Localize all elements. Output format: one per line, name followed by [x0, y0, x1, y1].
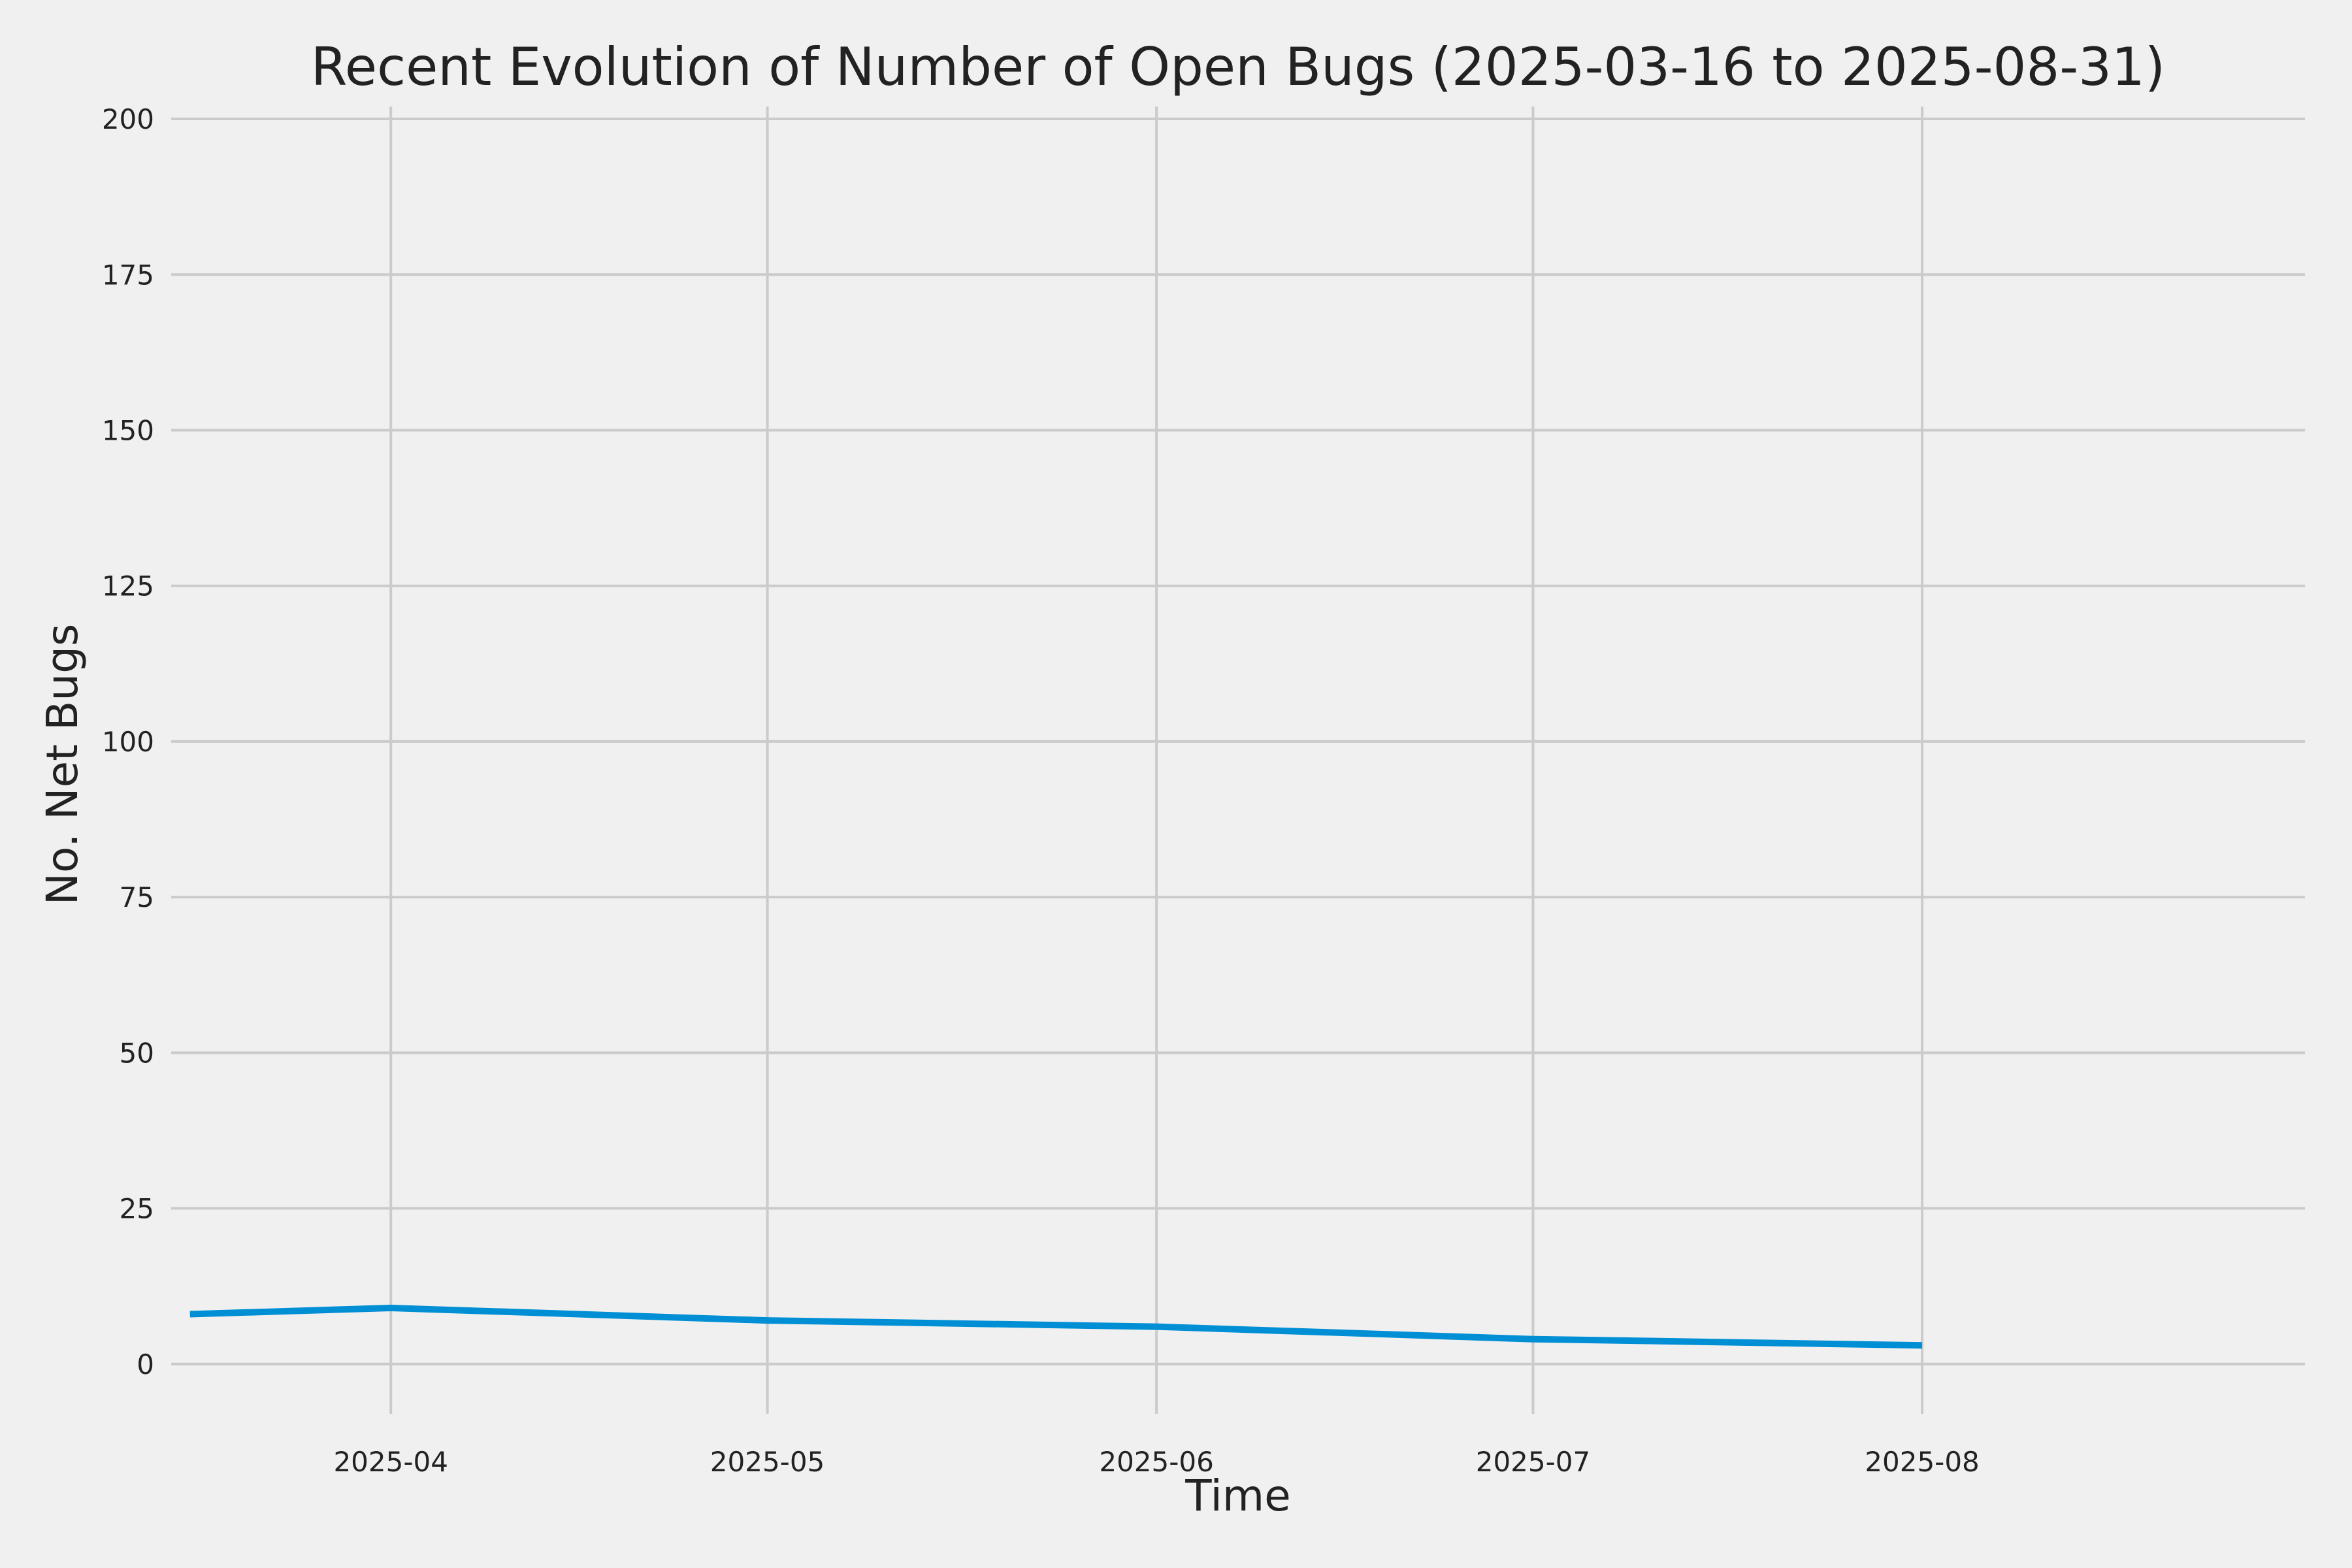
- y-tick-labels: 0 25 50 75 100 125 150 175 200: [102, 103, 154, 1380]
- series-line: [189, 1305, 1923, 1349]
- x-tick-label: 2025-07: [1476, 1446, 1591, 1478]
- data-point: [189, 1314, 191, 1315]
- data-point: [1156, 1326, 1157, 1328]
- series-group: [189, 1305, 1923, 1349]
- y-gridlines: [171, 118, 2305, 1365]
- y-axis-label: No. Net Bugs: [37, 624, 88, 906]
- y-tick-label: 200: [102, 103, 154, 135]
- x-tick-label: 2025-04: [333, 1446, 448, 1478]
- chart-title: Recent Evolution of Number of Open Bugs …: [311, 37, 2165, 97]
- y-tick-label: 50: [120, 1037, 154, 1069]
- data-point: [1921, 1345, 1923, 1346]
- x-gridlines: [389, 106, 1924, 1414]
- x-tick-label: 2025-08: [1865, 1446, 1980, 1478]
- y-tick-label: 0: [137, 1348, 154, 1380]
- y-tick-label: 100: [102, 726, 154, 758]
- y-tick-label: 150: [102, 414, 154, 446]
- x-tick-label: 2025-05: [710, 1446, 825, 1478]
- x-tick-label: 2025-06: [1099, 1446, 1214, 1478]
- data-point: [767, 1320, 768, 1321]
- y-tick-label: 175: [102, 259, 154, 291]
- y-tick-label: 75: [120, 881, 154, 913]
- x-tick-labels: 2025-04 2025-05 2025-06 2025-07 2025-08: [333, 1446, 1979, 1478]
- x-axis-label: Time: [1184, 1471, 1291, 1521]
- y-tick-label: 25: [120, 1193, 154, 1225]
- y-tick-label: 125: [102, 570, 154, 602]
